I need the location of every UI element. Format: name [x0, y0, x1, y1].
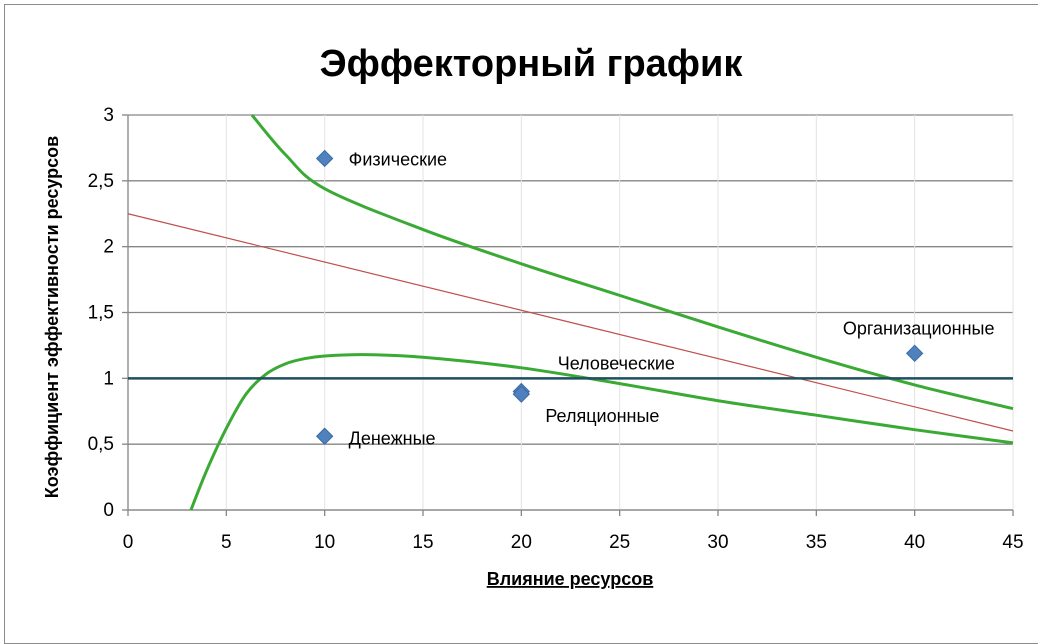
data-point-marker [512, 385, 531, 403]
x-tick-label: 25 [609, 532, 630, 553]
data-point-marker [905, 344, 924, 363]
y-tick-label: 2,5 [88, 171, 114, 192]
x-axis-label: Влияние ресурсов [487, 569, 654, 589]
data-point-label: Реляционные [545, 406, 659, 426]
x-tick-label: 20 [511, 532, 532, 553]
line-layer [127, 114, 1014, 511]
point-layer: Физические Организационные Человеческие Рел… [315, 149, 995, 448]
x-tick-label: 45 [1002, 532, 1023, 553]
y-tick-label: 3 [103, 105, 114, 126]
y-tick-label: 0 [103, 500, 114, 521]
x-tick-label: 15 [412, 532, 433, 553]
lower-curve-line [189, 353, 1014, 511]
data-point-label: Физические [349, 149, 447, 169]
x-tick-label: 5 [221, 532, 232, 553]
y-axis-label: Коэффициент эффективности ресурсов [42, 136, 62, 498]
data-point-label: Человеческие [558, 354, 675, 374]
x-tick-label: 35 [806, 532, 827, 553]
y-tick-label: 1 [103, 368, 114, 389]
data-point-label: Организационные [843, 318, 995, 338]
grid-layer [122, 114, 1014, 516]
x-tick-label: 10 [314, 532, 335, 553]
chart-title: Эффекторный график [320, 43, 744, 85]
upper-curve-line [250, 114, 1014, 411]
data-point-marker [315, 427, 334, 445]
tick-layer: 00,511,522,530 5 10 15 20 25 30 35 40 45 [88, 105, 1024, 553]
y-tick-label: 1,5 [88, 303, 114, 324]
y-tick-label: 2 [103, 237, 114, 258]
data-point-label: Денежные [349, 428, 436, 448]
straight-line-line [127, 213, 1014, 432]
y-tick-label: 0,5 [88, 434, 114, 455]
x-tick-label: 30 [707, 532, 728, 553]
x-tick-label: 0 [123, 532, 134, 553]
chart-canvas: Эффекторный график Физические Организацио… [42, 43, 1024, 589]
x-tick-label: 40 [904, 532, 925, 553]
data-point-marker [315, 149, 334, 168]
